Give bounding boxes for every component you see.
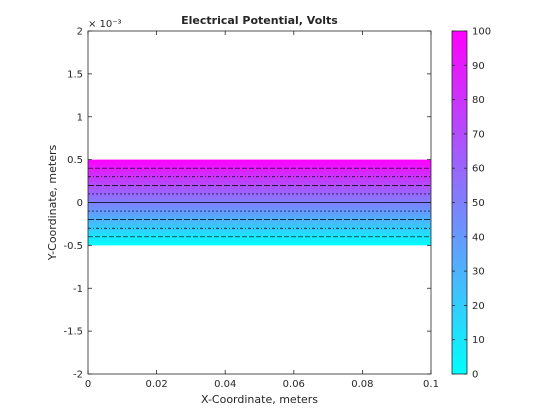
y-tick-label: 0.5: [67, 155, 83, 166]
colorbar-tick-label: 50: [472, 198, 485, 209]
colorbar-tick-label: 20: [472, 301, 485, 312]
y-tick-label: -1.5: [63, 327, 83, 338]
contour-lines: [88, 167, 431, 238]
colorbar-tick-label: 80: [472, 95, 485, 106]
colorbar-tick-label: 40: [472, 232, 485, 243]
y-tick-label: -2: [73, 370, 83, 381]
y-tick-label: -0.5: [63, 241, 83, 252]
y-tick-label: 2: [77, 27, 83, 38]
x-tick-label: 0.08: [351, 379, 373, 390]
colorbar-tick-label: 60: [472, 164, 485, 175]
y-axis-exponent-label: × 10⁻³: [88, 19, 122, 30]
x-tick-label: 0.06: [283, 379, 305, 390]
x-tick-label: 0.02: [145, 379, 167, 390]
y-tick-label: 0: [77, 198, 83, 209]
colorbar-tick-label: 70: [472, 129, 485, 140]
colorbar-tick-label: 100: [472, 27, 491, 38]
x-tick-label: 0.04: [214, 379, 236, 390]
chart-title: Electrical Potential, Volts: [181, 14, 338, 27]
x-axis-label: X-Coordinate, meters: [201, 393, 318, 406]
colorbar-tick-label: 0: [472, 370, 478, 381]
x-tick-label: 0.1: [423, 379, 439, 390]
colorbar-tick-label: 30: [472, 267, 485, 278]
y-tick-label: 1.5: [67, 69, 83, 80]
y-axis-label: Y-Coordinate, meters: [46, 144, 59, 261]
y-axis-ticks: -2 -1.5 -1 -0.5 0 0.5 1 1.5 2: [63, 27, 431, 381]
y-tick-label: -1: [73, 284, 83, 295]
y-tick-label: 1: [77, 112, 83, 123]
x-tick-label: 0: [85, 379, 91, 390]
colorbar-ticks: 0 10 20 30 40 50 60 70 80 90 100: [452, 27, 491, 381]
x-axis-ticks: 0 0.02 0.04 0.06 0.08 0.1: [85, 31, 439, 390]
colorbar-tick-label: 10: [472, 335, 485, 346]
colorbar-tick-label: 90: [472, 61, 485, 72]
